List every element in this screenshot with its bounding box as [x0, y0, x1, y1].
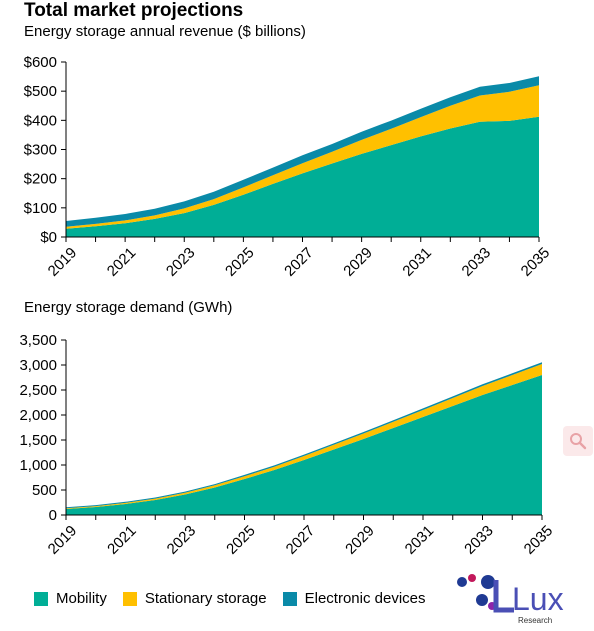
y-tick-label: 1,000 [19, 457, 57, 474]
area-mobility [66, 375, 542, 515]
x-tick-label: 2023 [164, 522, 200, 558]
y-tick-label: 0 [49, 507, 57, 524]
area-stationary-storage [66, 85, 539, 229]
x-tick-label: 2029 [340, 244, 376, 280]
revenue-chart: $0 $100 $200 $300 $400 $500 $600 2019 2021 2023 20… [24, 54, 554, 280]
logo-subtext: Research [518, 616, 552, 625]
legend-item-mobility: Mobility [34, 590, 107, 607]
demand-chart: 0 500 1,000 1,500 2,000 2,500 3,000 3,500 2019 20… [19, 332, 556, 558]
lux-research-logo: Lux Research [452, 572, 588, 626]
y-tick-label: 3,000 [19, 357, 57, 374]
legend-item-electronic: Electronic devices [282, 590, 426, 607]
x-tick-label: 2021 [104, 244, 140, 280]
lux-logo-mark: Lux Research [457, 574, 564, 625]
y-tick-label: $500 [24, 83, 57, 100]
x-tick-label: 2025 [223, 522, 259, 558]
zoom-button[interactable] [563, 426, 593, 456]
legend-label-mobility: Mobility [56, 590, 107, 607]
y-tick-label: 1,500 [19, 432, 57, 449]
area-electronic-devices [66, 76, 539, 227]
x-tick-label: 2021 [104, 522, 140, 558]
legend-label-stationary: Stationary storage [144, 590, 267, 607]
x-tick-label: 2019 [45, 244, 81, 280]
area-mobility [66, 116, 539, 237]
x-tick-label: 2025 [222, 244, 258, 280]
y-tick-label: 500 [32, 482, 57, 499]
x-tick-label: 2027 [281, 244, 317, 280]
x-tick-label: 2027 [283, 522, 319, 558]
magnifier-icon [570, 433, 587, 450]
revenue-chart-title: Energy storage annual revenue ($ billion… [24, 23, 306, 40]
y-tick-label: $0 [40, 229, 57, 246]
legend-label-electronic: Electronic devices [304, 590, 426, 607]
y-tick-label: $600 [24, 54, 57, 71]
x-tick-label: 2019 [45, 522, 81, 558]
demand-chart-title: Energy storage demand (GWh) [24, 299, 233, 316]
y-tick-label: 3,500 [19, 332, 57, 349]
x-tick-label: 2031 [399, 244, 435, 280]
y-tick-label: 2,000 [19, 407, 57, 424]
legend: Mobility Stationary storage Electronic d… [34, 590, 442, 607]
x-tick-label: 2033 [461, 522, 497, 558]
x-tick-label: 2029 [342, 522, 378, 558]
x-tick-label: 2033 [459, 244, 495, 280]
y-tick-label: $100 [24, 200, 57, 217]
legend-swatch-stationary [122, 591, 137, 606]
y-tick-label: $200 [24, 171, 57, 188]
x-tick-label: 2031 [402, 522, 438, 558]
legend-swatch-mobility [34, 591, 48, 606]
page-title: Total market projections [24, 0, 244, 21]
logo-text: Lux [512, 581, 564, 617]
x-tick-label: 2023 [163, 244, 199, 280]
legend-item-stationary: Stationary storage [122, 590, 267, 607]
x-tick-label: 2035 [521, 522, 557, 558]
y-tick-label: $400 [24, 112, 57, 129]
y-tick-label: 2,500 [19, 382, 57, 399]
x-tick-label: 2035 [518, 244, 554, 280]
y-tick-label: $300 [24, 142, 57, 159]
legend-swatch-electronic [282, 591, 297, 606]
